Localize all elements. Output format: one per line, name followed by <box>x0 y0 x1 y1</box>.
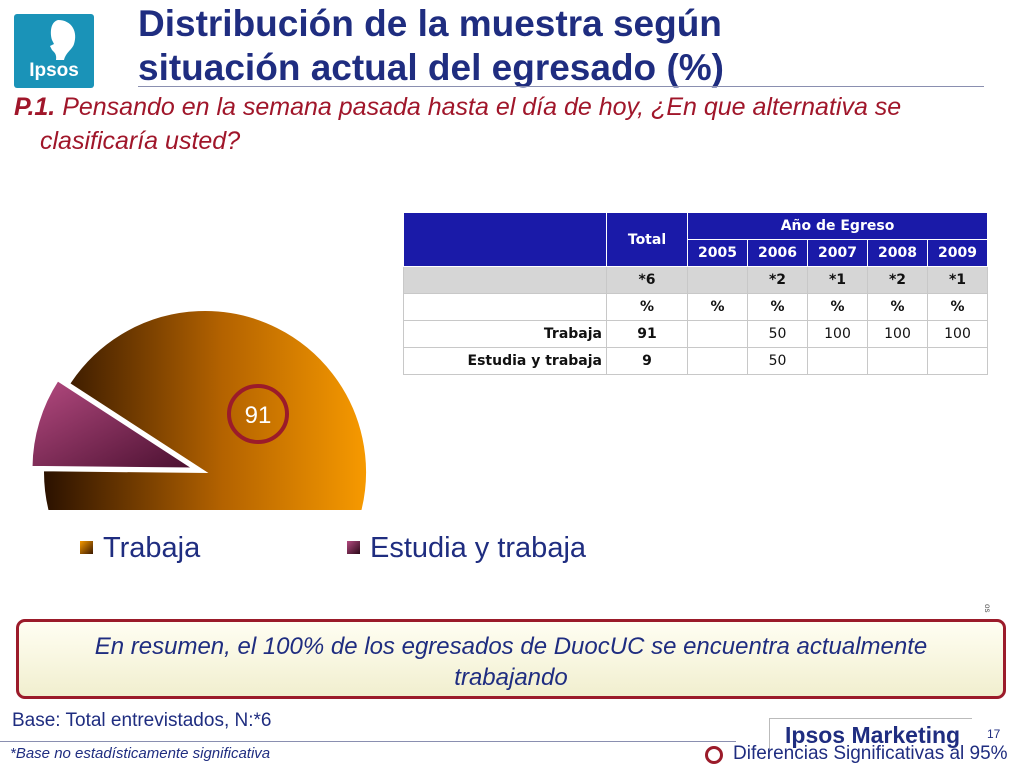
significance-note: Diferencias Significativas al 95% <box>733 743 1008 764</box>
table-cell: 100 <box>927 320 988 348</box>
table-header-group: Año de Egreso <box>687 212 988 240</box>
table-cell: *2 <box>867 266 928 294</box>
table-cell: 91 <box>606 320 688 348</box>
table-cell: % <box>867 293 928 321</box>
legend-swatch <box>347 540 360 554</box>
table-header-year: 2005 <box>687 239 748 267</box>
table-header-year: 2006 <box>747 239 808 267</box>
table-cell <box>687 266 748 294</box>
side-tag: os <box>983 604 992 613</box>
table-cell: *6 <box>606 266 688 294</box>
base-note: Base: Total entrevistados, N:*6 <box>12 710 272 731</box>
table-cell <box>687 320 748 348</box>
title-line-2: situación actual del egresado (%) <box>138 47 724 88</box>
table-cell <box>687 347 748 375</box>
title-line-1: Distribución de la muestra según <box>138 3 722 44</box>
summary-line-2: trabajando <box>454 664 568 691</box>
table-row: Trabaja 91 50 100 100 100 <box>403 320 988 348</box>
question-text: P.1. Pensando en la semana pasada hasta … <box>14 90 1019 158</box>
brand-box <box>769 718 972 749</box>
table-header-blank <box>403 212 607 267</box>
logo-text: Ipsos <box>29 60 79 81</box>
table-header-year: 2008 <box>867 239 928 267</box>
pie-slice-trabaja <box>42 309 368 510</box>
table-cell: 100 <box>867 320 928 348</box>
footer-divider <box>0 741 736 742</box>
table-cell: % <box>747 293 808 321</box>
question-line-1: Pensando en la semana pasada hasta el dí… <box>55 93 902 121</box>
brand-name: Ipsos Marketing <box>785 722 961 748</box>
head-profile-icon <box>50 20 76 60</box>
ipsos-logo: Ipsos <box>14 14 94 88</box>
title-divider <box>138 86 984 87</box>
table-cell <box>867 347 928 375</box>
table-cell <box>927 347 988 375</box>
table-cell: % <box>687 293 748 321</box>
table-row: Estudia y trabaja 9 50 <box>403 347 988 375</box>
summary-box: En resumen, el 100% de los egresados de … <box>16 619 1006 699</box>
table-row-label: Estudia y trabaja <box>403 347 607 375</box>
legend-item-estudia-y-trabaja: Estudia y trabaja <box>347 532 586 565</box>
table-cell <box>403 266 607 294</box>
table-row-label: Trabaja <box>403 320 607 348</box>
summary-line-1: En resumen, el 100% de los egresados de … <box>94 633 928 660</box>
table-cell: *2 <box>747 266 808 294</box>
legend-label: Estudia y trabaja <box>370 532 587 564</box>
table-cell <box>807 347 868 375</box>
legend-label: Trabaja <box>103 532 201 564</box>
table-cell: *1 <box>807 266 868 294</box>
pie-chart: 91 9 <box>30 309 368 510</box>
question-line-2: clasificaría usted? <box>40 127 241 155</box>
footnote: *Base no estadísticamente significativa <box>10 745 271 762</box>
table-cell: 50 <box>747 320 808 348</box>
legend-swatch <box>80 540 93 554</box>
table-header-year: 2007 <box>807 239 868 267</box>
table-cell: % <box>807 293 868 321</box>
significance-highlight-circle <box>227 384 289 444</box>
table-row-base: *6 *2 *1 *2 *1 <box>403 266 988 294</box>
question-number: P.1. <box>14 93 56 121</box>
table-row-units: % % % % % % <box>403 293 988 321</box>
legend-item-trabaja: Trabaja <box>80 532 200 565</box>
table-cell: 100 <box>807 320 868 348</box>
table-cell: 9 <box>606 347 688 375</box>
table-header-year: 2009 <box>927 239 988 267</box>
data-label-trabaja: 91 <box>245 402 272 429</box>
pie-slice-estudia-y-trabaja <box>30 378 197 470</box>
table-cell: *1 <box>927 266 988 294</box>
data-table: Total Año de Egreso 2005 2006 2007 2008 … <box>403 212 988 375</box>
table-header-total: Total <box>606 212 688 267</box>
table-cell: 50 <box>747 347 808 375</box>
table-cell <box>403 293 607 321</box>
table-cell: % <box>606 293 688 321</box>
page-title: Distribución de la muestra según situaci… <box>138 2 898 90</box>
page-number: 17 <box>987 727 1001 741</box>
significance-circle-icon <box>705 746 723 764</box>
table-cell: % <box>927 293 988 321</box>
